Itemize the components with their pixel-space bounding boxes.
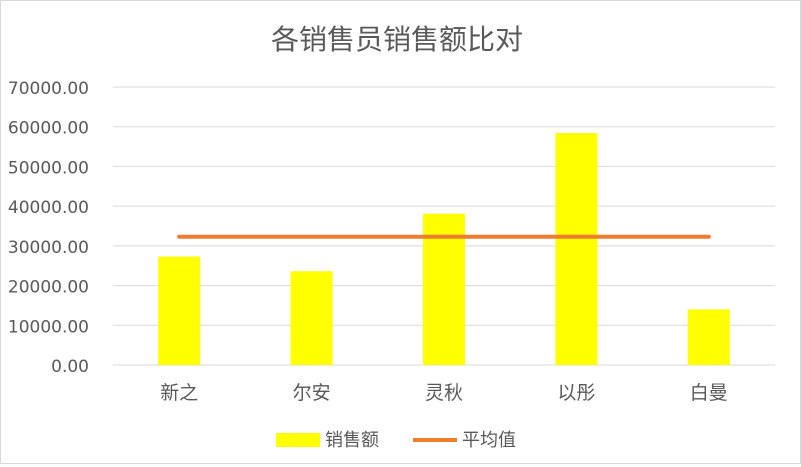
y-tick-label: 0.00 (51, 357, 89, 377)
bar-series (158, 133, 730, 365)
x-tick-label: 尔安 (293, 382, 331, 404)
y-tick-label: 50000.00 (8, 158, 89, 178)
y-tick-label: 30000.00 (8, 238, 89, 258)
legend: 销售额 平均值 (276, 430, 516, 451)
y-axis-tick-labels: 0.00 10000.00 20000.00 30000.00 40000.00 5000… (8, 79, 89, 377)
y-tick-label: 60000.00 (8, 119, 89, 139)
legend-label-average: 平均值 (462, 430, 516, 451)
bar-2 (290, 271, 333, 365)
bar-5 (687, 309, 730, 365)
x-tick-label: 以彤 (557, 382, 595, 404)
bar-1 (158, 256, 201, 365)
legend-label-sales: 销售额 (325, 430, 379, 451)
y-tick-label: 70000.00 (8, 79, 89, 99)
legend-swatch-sales (276, 433, 320, 447)
chart-title: 各销售员销售额比对 (271, 23, 523, 56)
y-tick-label: 10000.00 (8, 317, 89, 337)
x-tick-label: 新之 (160, 382, 198, 404)
y-tick-label: 40000.00 (8, 198, 89, 218)
x-axis-tick-labels: 新之 尔安 灵秋 以彤 白曼 (160, 382, 728, 404)
bar-3 (423, 213, 465, 365)
x-tick-label: 灵秋 (425, 382, 463, 404)
bar-4 (555, 133, 598, 365)
y-tick-label: 20000.00 (8, 278, 89, 298)
x-tick-label: 白曼 (690, 382, 728, 404)
